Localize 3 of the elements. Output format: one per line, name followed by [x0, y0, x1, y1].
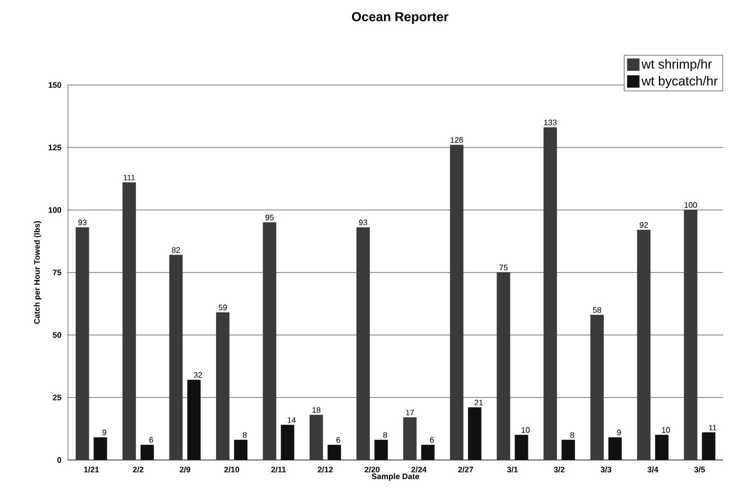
legend-label: wt shrimp/hr	[642, 59, 712, 72]
legend-label: wt bycatch/hr	[642, 76, 718, 88]
chart-title: Ocean Reporter	[352, 12, 448, 24]
